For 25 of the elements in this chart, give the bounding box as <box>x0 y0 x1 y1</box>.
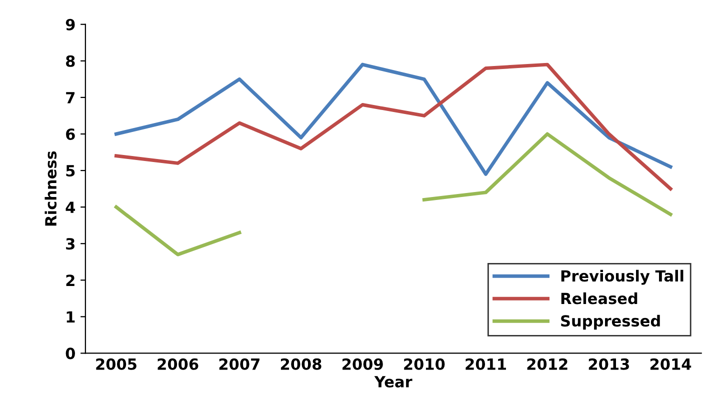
y-tick-label: 3 <box>66 238 75 250</box>
legend-label: Released <box>561 292 638 304</box>
x-tick-label: 2014 <box>650 358 692 370</box>
x-tick-label: 2008 <box>280 358 322 370</box>
x-tick-label: 2009 <box>342 358 383 370</box>
y-tick-label: 2 <box>66 274 74 286</box>
y-tick-label: 5 <box>66 165 75 177</box>
x-tick-label: 2012 <box>527 358 568 370</box>
legend-label: Suppressed <box>561 314 660 330</box>
x-tick-label: 2010 <box>404 358 445 370</box>
y-axis-title: Richness <box>44 151 57 226</box>
x-tick-label: 2006 <box>158 358 198 370</box>
y-tick-label: 7 <box>66 92 75 104</box>
legend-label: Previously Tall <box>561 270 684 285</box>
y-tick-label: 9 <box>66 18 75 30</box>
x-axis-title: Year <box>374 376 412 388</box>
y-tick-label: 6 <box>66 128 75 140</box>
y-tick-label: 1 <box>66 311 75 322</box>
x-tick-label: 2005 <box>96 358 136 370</box>
x-tick-label: 2007 <box>219 358 260 370</box>
y-tick-label: 4 <box>66 202 76 213</box>
y-tick-label: 0 <box>66 348 75 360</box>
y-tick-label: 8 <box>66 55 75 67</box>
x-tick-label: 2011 <box>466 358 506 370</box>
x-tick-label: 2013 <box>588 358 629 370</box>
